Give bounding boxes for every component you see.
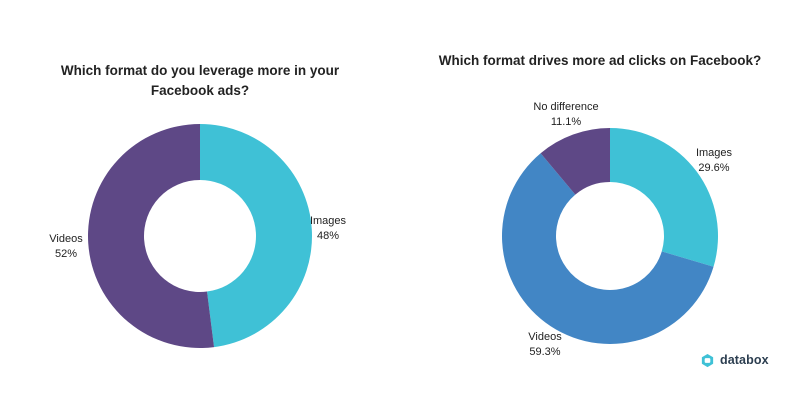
chart-ad-clicks: Which format drives more ad clicks on Fa… <box>400 0 800 400</box>
slice-category-label: Videos <box>49 233 83 245</box>
slice-value-label: 52% <box>55 248 77 260</box>
databox-logo-icon <box>701 353 714 367</box>
chart-title-line: Which format do you leverage more in you… <box>60 63 340 78</box>
slice-value-label: 29.6% <box>698 162 729 174</box>
donut-slice-videos <box>502 153 714 344</box>
slice-value-label: 11.1% <box>551 116 582 128</box>
donut-slice-images <box>610 128 718 267</box>
donut-slice-images <box>200 124 313 348</box>
chart-title: Which format do you leverage more in you… <box>0 61 400 101</box>
chart-format-leverage: Which format do you leverage more in you… <box>0 61 400 348</box>
chart-title-line: Which format drives more ad clicks on Fa… <box>438 53 762 68</box>
slice-category-label: Images <box>310 215 347 227</box>
slice-category-label: Videos <box>528 331 562 343</box>
slice-label-videos: Videos 52% <box>49 233 83 260</box>
slice-category-label: Images <box>696 147 733 159</box>
donut-chart: Images 29.6% Videos 59.3% No difference 11.1% <box>502 101 733 358</box>
chart-title: Which format drives more ad clicks on Fa… <box>400 51 800 71</box>
slice-label-images: Images 29.6% <box>696 147 733 174</box>
slice-value-label: 48% <box>317 230 339 242</box>
slice-label-videos: Videos 59.3% <box>528 331 562 358</box>
donut-slice-videos <box>88 124 215 348</box>
brand-name: databox <box>720 353 769 367</box>
slice-category-label: No difference <box>533 101 598 113</box>
chart-title-line: Facebook ads? <box>150 83 250 98</box>
donut-slice-no-difference <box>540 128 610 195</box>
databox-brand: databox <box>700 351 769 369</box>
slice-value-label: 59.3% <box>529 346 560 358</box>
slice-label-images: Images 48% <box>310 215 347 242</box>
slice-label-no-difference: No difference 11.1% <box>533 101 598 128</box>
donut-chart: Images 48% Videos 52% <box>49 124 347 348</box>
